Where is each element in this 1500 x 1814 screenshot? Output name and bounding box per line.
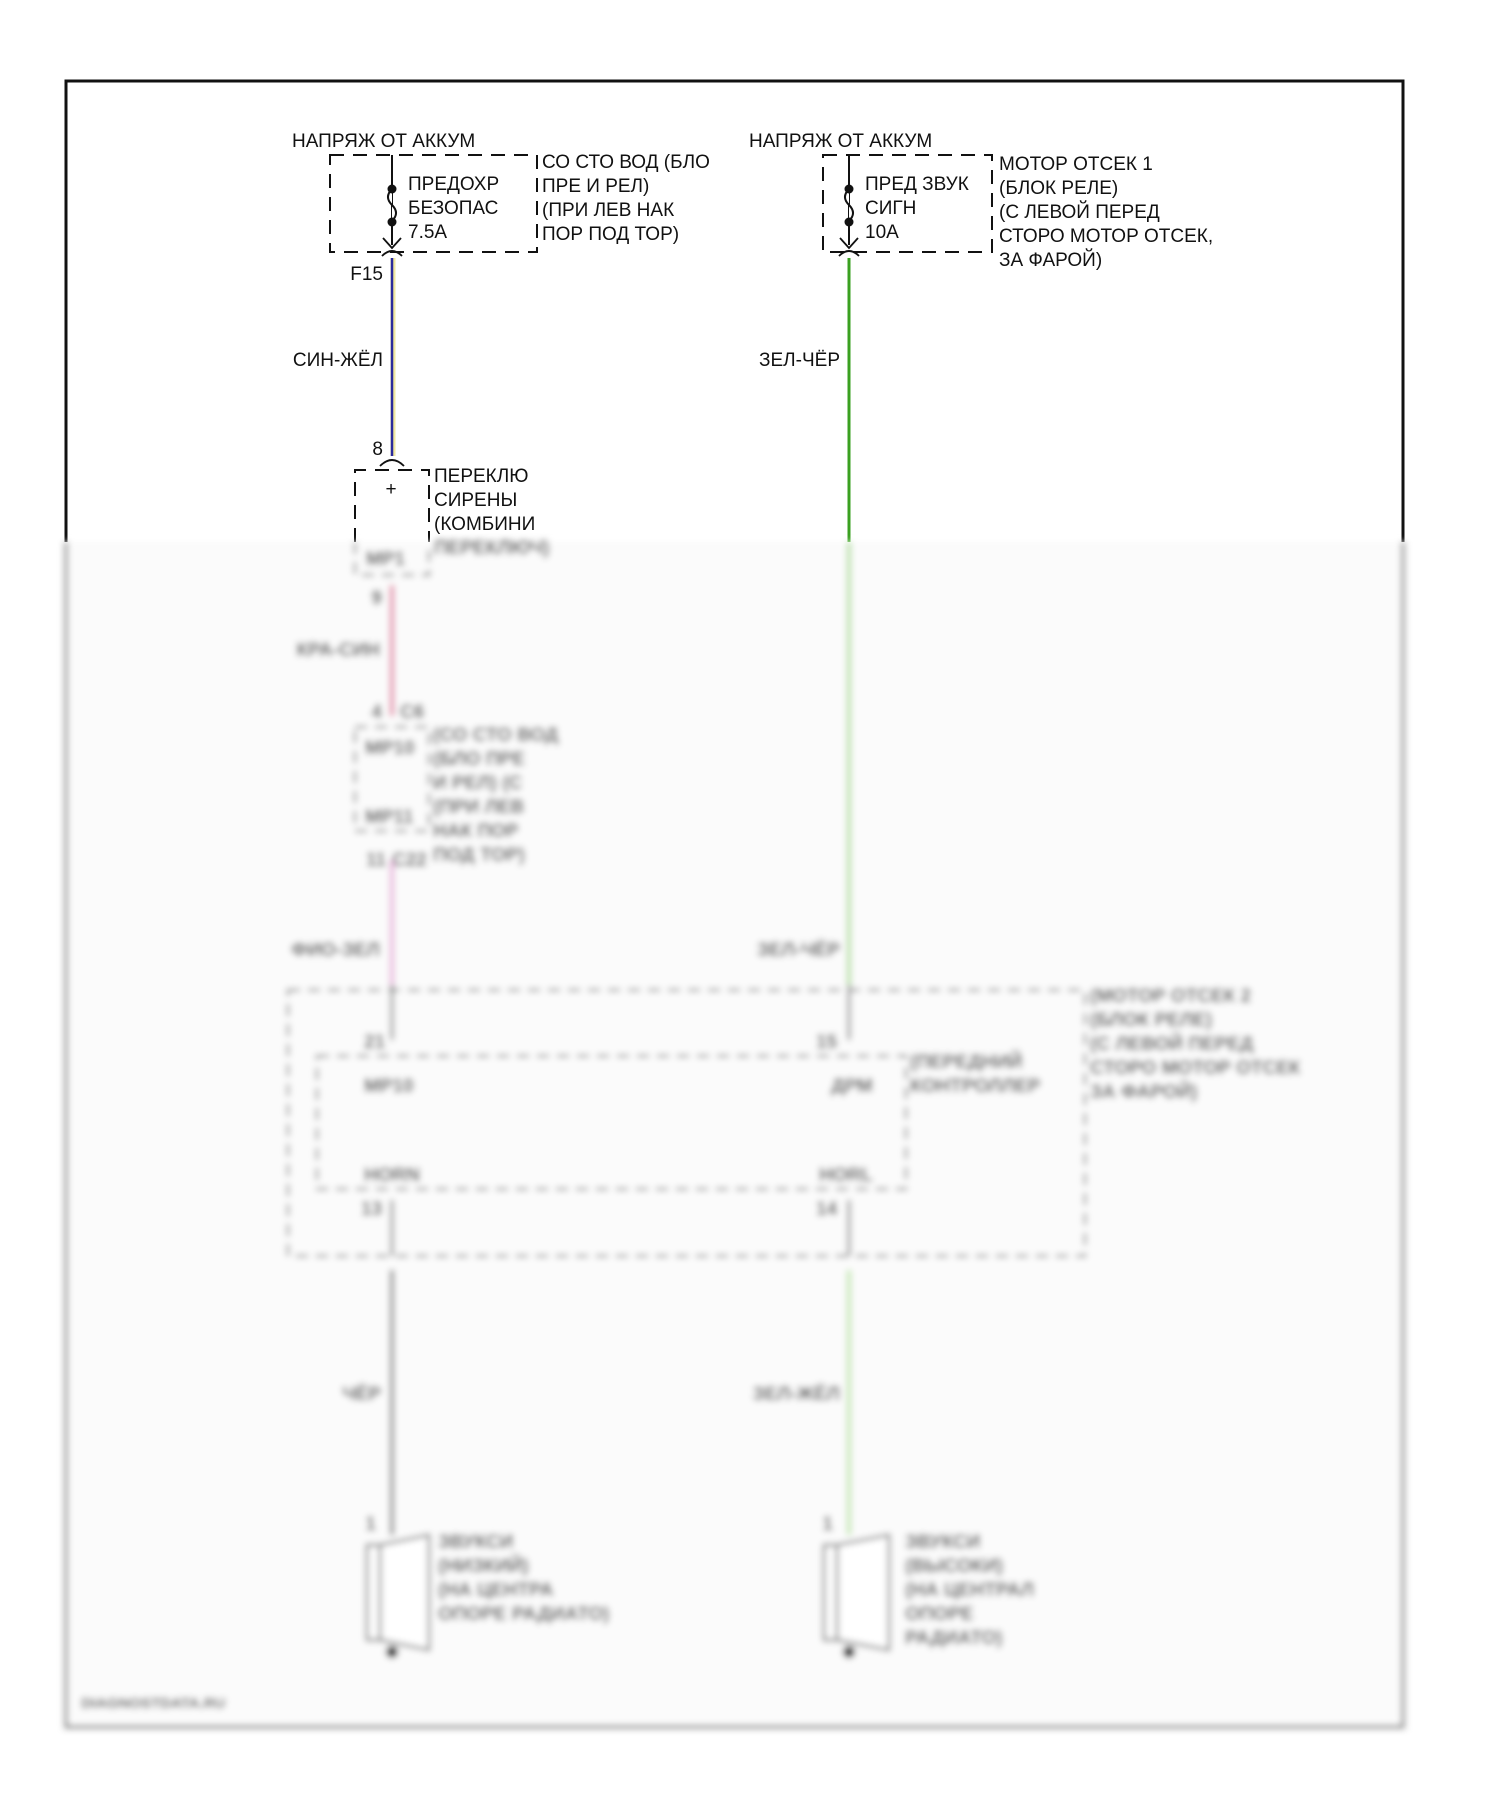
junction-label: (СО СТО ВОД — [433, 725, 559, 746]
connector-label: ДРМ — [831, 1076, 873, 1097]
switch-label: (КОМБИНИ — [434, 514, 535, 535]
watermark: DIAGNOSTDATA.RU — [81, 1695, 225, 1712]
fuse-label: БЕЗОПАС — [408, 198, 498, 219]
pin-label: 8 — [372, 439, 383, 460]
wire-color-label: ЧЁР — [342, 1384, 381, 1405]
wire-color-label: СИН-ЖЁЛ — [293, 350, 383, 371]
connector-icon — [381, 237, 403, 257]
junction-label: (БЛО ПРЕ — [433, 749, 525, 770]
relay-box-label: (МОТОР ОТСЕК 2 — [1090, 986, 1251, 1007]
fuse-rating: 7.5A — [408, 222, 447, 243]
horn-label: ОПОРЕ — [905, 1604, 974, 1625]
left-supply-label: НАПРЯЖ ОТ АККУМ — [292, 131, 475, 152]
horn-low-icon — [365, 1533, 431, 1652]
junction-label: ПОД ТОР) — [433, 845, 525, 866]
switch-label: СИРЕНЫ — [434, 490, 517, 511]
wire-color-label: ЗЕЛ-ЧЁР — [759, 350, 840, 371]
fuse-terminal-dot — [844, 184, 854, 194]
junction-label: НАК ПОР — [433, 821, 519, 842]
fuse-box-label: (ПРИ ЛЕВ НАК — [542, 200, 674, 221]
horn-label: (НА ЦЕНТРА — [438, 1580, 554, 1601]
connector-label: C22 — [392, 850, 427, 871]
junction-label: (ПРИ ЛЕВ — [433, 797, 524, 818]
horn-label: (НИЗКИЙ) — [438, 1555, 529, 1577]
frame-top — [64, 79, 1405, 542]
left-fuse-box — [329, 154, 538, 253]
relay-box — [286, 988, 1087, 1258]
junction-label: И РЕЛ) (С — [433, 773, 523, 794]
wire-color-label: КРА-СИН — [296, 640, 380, 661]
relay-box-label: (С ЛЕВОЙ ПЕРЕД — [1090, 1033, 1254, 1055]
right-fuse-box — [822, 154, 993, 253]
switch-label: ПЕРЕКЛЮ — [434, 466, 528, 487]
connector-icon — [379, 459, 405, 467]
fuse-box-label: ЗА ФАРОЙ) — [999, 249, 1102, 271]
pin-label: 1 — [365, 1514, 376, 1535]
junction-box — [353, 725, 431, 833]
left-circuit-top: НАПРЯЖ ОТ АККУМ ПРЕДОХР БЕЗОПАС 7.5A СО … — [292, 131, 710, 542]
horn-high-icon — [822, 1533, 891, 1652]
fuse-box-label: (БЛОК РЕЛЕ) — [999, 178, 1118, 199]
pin-label: 21 — [364, 1032, 386, 1053]
ground-dot — [386, 1646, 398, 1658]
connector-label: МР10 — [365, 738, 415, 759]
switch-box-bottom — [353, 542, 431, 577]
wire-color-label: ЗЕЛ-ЧЁР — [757, 940, 840, 961]
pin-label: 14 — [816, 1199, 838, 1220]
terminal-label: HORL — [819, 1165, 873, 1186]
fuse-terminal-dot — [387, 184, 397, 194]
horn-label: ЗВУКСИ — [905, 1532, 980, 1553]
horn-label: ЗВУКСИ — [438, 1532, 513, 1553]
fuse-box-label: ПОР ПОД ТОР) — [542, 224, 679, 245]
connector-label: МР11 — [365, 807, 414, 828]
connector-label: C6 — [400, 702, 424, 723]
controller-label: КОНТРОЛЛЕР — [910, 1076, 1041, 1097]
connector-icon — [838, 237, 860, 257]
pin-label: 1 — [822, 1514, 833, 1535]
relay-box-label: (БЛОК РЕЛЕ) — [1090, 1010, 1212, 1031]
right-circuit-top: НАПРЯЖ ОТ АККУМ ПРЕД ЗВУК СИГН 10A МОТОР… — [749, 131, 1213, 542]
pin-label: 11 — [366, 850, 387, 871]
fuse-icon — [844, 188, 854, 222]
wire-color-label: ЗЕЛ-ЖЁЛ — [753, 1384, 840, 1405]
fuse-rating: 10A — [865, 222, 899, 243]
horn-label: (НА ЦЕНТРАЛ — [905, 1580, 1034, 1601]
ground-dot — [843, 1646, 855, 1658]
fuse-box-label: (С ЛЕВОЙ ПЕРЕД — [999, 201, 1160, 223]
fuse-icon — [387, 188, 397, 222]
relay-box-label: СТОРО МОТОР ОТСЕК — [1090, 1058, 1301, 1079]
horn-label: РАДИАТО) — [905, 1628, 1003, 1649]
switch-box — [354, 469, 430, 542]
fuse-box-label: МОТОР ОТСЕК 1 — [999, 154, 1153, 175]
fuse-terminal-dot — [844, 217, 854, 227]
pin-label: 9 — [371, 588, 382, 609]
connector-label: МР1 — [366, 549, 406, 570]
frame-bottom — [64, 542, 1405, 1729]
pin-label: 4 — [371, 702, 382, 723]
fuse-label: ПРЕД ЗВУК — [865, 174, 969, 195]
pin-label: 13 — [361, 1199, 382, 1220]
fuse-label: СИГН — [865, 198, 916, 219]
horn-label: ОПОРЕ РАДИАТО) — [438, 1604, 609, 1625]
fuse-terminal-dot — [387, 217, 397, 227]
fuse-box-label: СО СТО ВОД (БЛО — [542, 152, 710, 173]
blurred-background — [60, 542, 1410, 1732]
wire-color-label: ФИО-ЗЕЛ — [291, 940, 380, 961]
blurred-lower-section: ПЕРЕКЛЮЧ) МР1 9 КРА-СИН 4 C6 МР10 МР11 (… — [60, 538, 1410, 1732]
pin-label: 15 — [816, 1032, 838, 1053]
fuse-label: ПРЕДОХР — [408, 174, 499, 195]
controller-label: (ПЕРЕДНИЙ — [910, 1051, 1023, 1073]
switch-plus: + — [385, 479, 396, 500]
relay-box-label: ЗА ФАРОЙ) — [1090, 1081, 1198, 1103]
switch-label: ПЕРЕКЛЮЧ) — [434, 538, 550, 559]
connector-label: МР10 — [364, 1076, 414, 1097]
fuse-box-label: ПРЕ И РЕЛ) — [542, 176, 649, 197]
fuse-pin-label: F15 — [350, 264, 383, 285]
fuse-box-label: СТОРО МОТОР ОТСЕК, — [999, 226, 1213, 247]
horn-label: (ВЫСОКИ) — [905, 1556, 1003, 1577]
right-supply-label: НАПРЯЖ ОТ АККУМ — [749, 131, 932, 152]
terminal-label: HORN — [364, 1165, 420, 1186]
